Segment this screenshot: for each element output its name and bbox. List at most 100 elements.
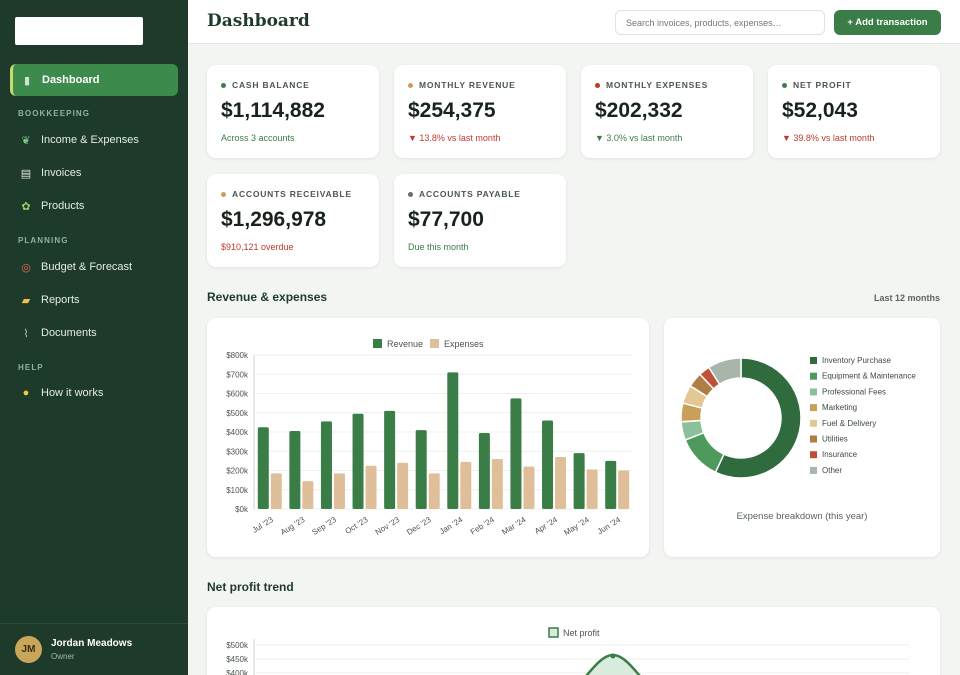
top-header: Dashboard + Add transaction [188, 0, 960, 44]
legend-label-net-profit: Net profit [563, 628, 600, 638]
sidebar-item-label: How it works [41, 387, 104, 399]
range-selector[interactable]: Last 12 months [873, 293, 940, 303]
bar-expenses [555, 457, 567, 509]
paperclip-icon: ⌇ [23, 327, 29, 340]
x-tick-label: Apr '24 [533, 515, 560, 536]
x-tick-label: Jul '23 [251, 515, 276, 535]
x-tick-label: Aug '23 [279, 515, 307, 537]
legend-swatch-net-profit [548, 627, 559, 638]
sidebar-item-dashboard[interactable]: ▮ Dashboard [10, 64, 178, 96]
legend-label: Inventory Purchase [822, 356, 891, 365]
sidebar-item-budget-forecast[interactable]: ◎ Budget & Forecast [10, 251, 178, 283]
sidebar-item-reports[interactable]: ▰ Reports [10, 284, 178, 316]
legend-swatch [810, 404, 817, 412]
x-tick-label: Dec '23 [405, 515, 433, 537]
nav-section-bookkeeping: BOOKKEEPING [18, 109, 91, 118]
logo[interactable] [15, 17, 143, 45]
y-tick-label: $400k [226, 428, 249, 437]
x-tick-label: Mar '24 [500, 515, 528, 537]
sprout-icon: ✿ [21, 200, 31, 213]
status-dot [221, 82, 226, 88]
sidebar-item-label: Invoices [41, 167, 82, 179]
bar-revenue [605, 460, 617, 509]
bar-revenue [352, 413, 364, 509]
net-profit-chart: Net profit $500k $450k $400k [226, 627, 910, 675]
bar-expenses [397, 462, 409, 509]
bar-revenue [447, 372, 459, 509]
add-transaction-button[interactable]: + Add transaction [834, 10, 941, 35]
legend-label-revenue: Revenue [387, 339, 423, 349]
kpi-label: CASH BALANCE [232, 80, 310, 90]
sidebar-item-documents[interactable]: ⌇ Documents [10, 317, 178, 349]
leaf-icon: ❦ [21, 134, 31, 147]
nav-section-help: HELP [18, 363, 44, 372]
sidebar: ▮ Dashboard BOOKKEEPING ❦ Income & Expen… [0, 0, 188, 675]
x-tick-label: Oct '23 [344, 515, 371, 536]
sidebar-item-products[interactable]: ✿ Products [10, 190, 178, 222]
kpi-label: MONTHLY REVENUE [419, 80, 516, 90]
kpi-card-monthly-revenue: MONTHLY REVENUE $254,375 ▼ 13.8% vs last… [394, 65, 566, 158]
kpi-card-net-profit: NET PROFIT $52,043 ▼ 39.8% vs last month [768, 65, 940, 158]
x-tick-label: Nov '23 [374, 515, 402, 537]
legend-label: Equipment & Maintenance [822, 372, 916, 381]
y-tick-label: $800k [226, 351, 249, 360]
sidebar-item-invoices[interactable]: ▤ Invoices [10, 157, 178, 189]
folder-icon: ▰ [21, 294, 31, 307]
legend-swatch [810, 466, 817, 474]
y-tick-label: $100k [226, 486, 249, 495]
revenue-expenses-chart: Revenue Expenses $0k $100k $200k $300k $400k… [226, 339, 633, 537]
y-tick-label: $200k [226, 467, 249, 476]
kpi-label: ACCOUNTS RECEIVABLE [232, 189, 352, 199]
bar-revenue [542, 420, 554, 509]
bar-revenue [289, 431, 301, 509]
kpi-sub: $910,121 overdue [221, 242, 294, 252]
revenue-chart-card: Revenue Expenses $0k $100k $200k $300k $400k… [207, 318, 649, 557]
kpi-sub: ▼ 39.8% vs last month [782, 133, 875, 143]
sidebar-item-how-it-works[interactable]: ● How it works [10, 377, 178, 409]
kpi-sub: Due this month [408, 242, 469, 252]
legend-label: Marketing [822, 403, 857, 412]
kpi-value: $1,296,978 [221, 208, 327, 231]
status-dot [782, 82, 787, 88]
lightbulb-icon: ● [22, 387, 30, 399]
user-profile[interactable]: JM Jordan Meadows Owner [0, 623, 188, 675]
legend-swatch [810, 388, 817, 396]
kpi-value: $202,332 [595, 99, 683, 122]
y-tick-label: $450k [226, 655, 249, 664]
net-profit-area [586, 655, 640, 675]
legend-swatch [810, 357, 817, 364]
bar-expenses [270, 473, 282, 509]
net-profit-point [610, 653, 616, 659]
sidebar-item-income-expenses[interactable]: ❦ Income & Expenses [10, 124, 178, 156]
bar-revenue [257, 427, 269, 509]
bar-expenses [428, 473, 440, 509]
legend-label: Utilities [822, 435, 848, 444]
y-tick-label: $500k [226, 409, 249, 418]
bar-revenue [510, 398, 522, 509]
sidebar-item-label: Budget & Forecast [41, 261, 133, 273]
legend-label: Professional Fees [822, 387, 886, 396]
user-name: Jordan Meadows [51, 638, 133, 649]
pie-slice [714, 357, 802, 479]
bar-revenue [415, 430, 427, 509]
chart-icon: ▮ [23, 74, 31, 87]
target-icon: ◎ [21, 261, 31, 274]
bar-revenue [384, 410, 396, 509]
bar-expenses [618, 470, 630, 509]
status-dot [221, 191, 226, 197]
y-tick-label: $400k [226, 669, 249, 675]
legend-label-expenses: Expenses [444, 339, 484, 349]
status-dot [408, 191, 413, 197]
bar-expenses [460, 461, 472, 509]
legend-label: Insurance [822, 450, 858, 459]
pie-slice [684, 431, 725, 474]
pie-slice [707, 357, 742, 386]
net-profit-chart-card: Net profit $500k $450k $400k [207, 607, 940, 675]
kpi-value: $254,375 [408, 99, 496, 122]
section-title-net-profit: Net profit trend [207, 580, 294, 594]
pie-caption: Expense breakdown (this year) [737, 511, 868, 522]
bar-revenue [573, 453, 585, 509]
kpi-value: $52,043 [782, 99, 858, 122]
bar-revenue [478, 432, 490, 509]
search-input[interactable] [615, 10, 825, 35]
